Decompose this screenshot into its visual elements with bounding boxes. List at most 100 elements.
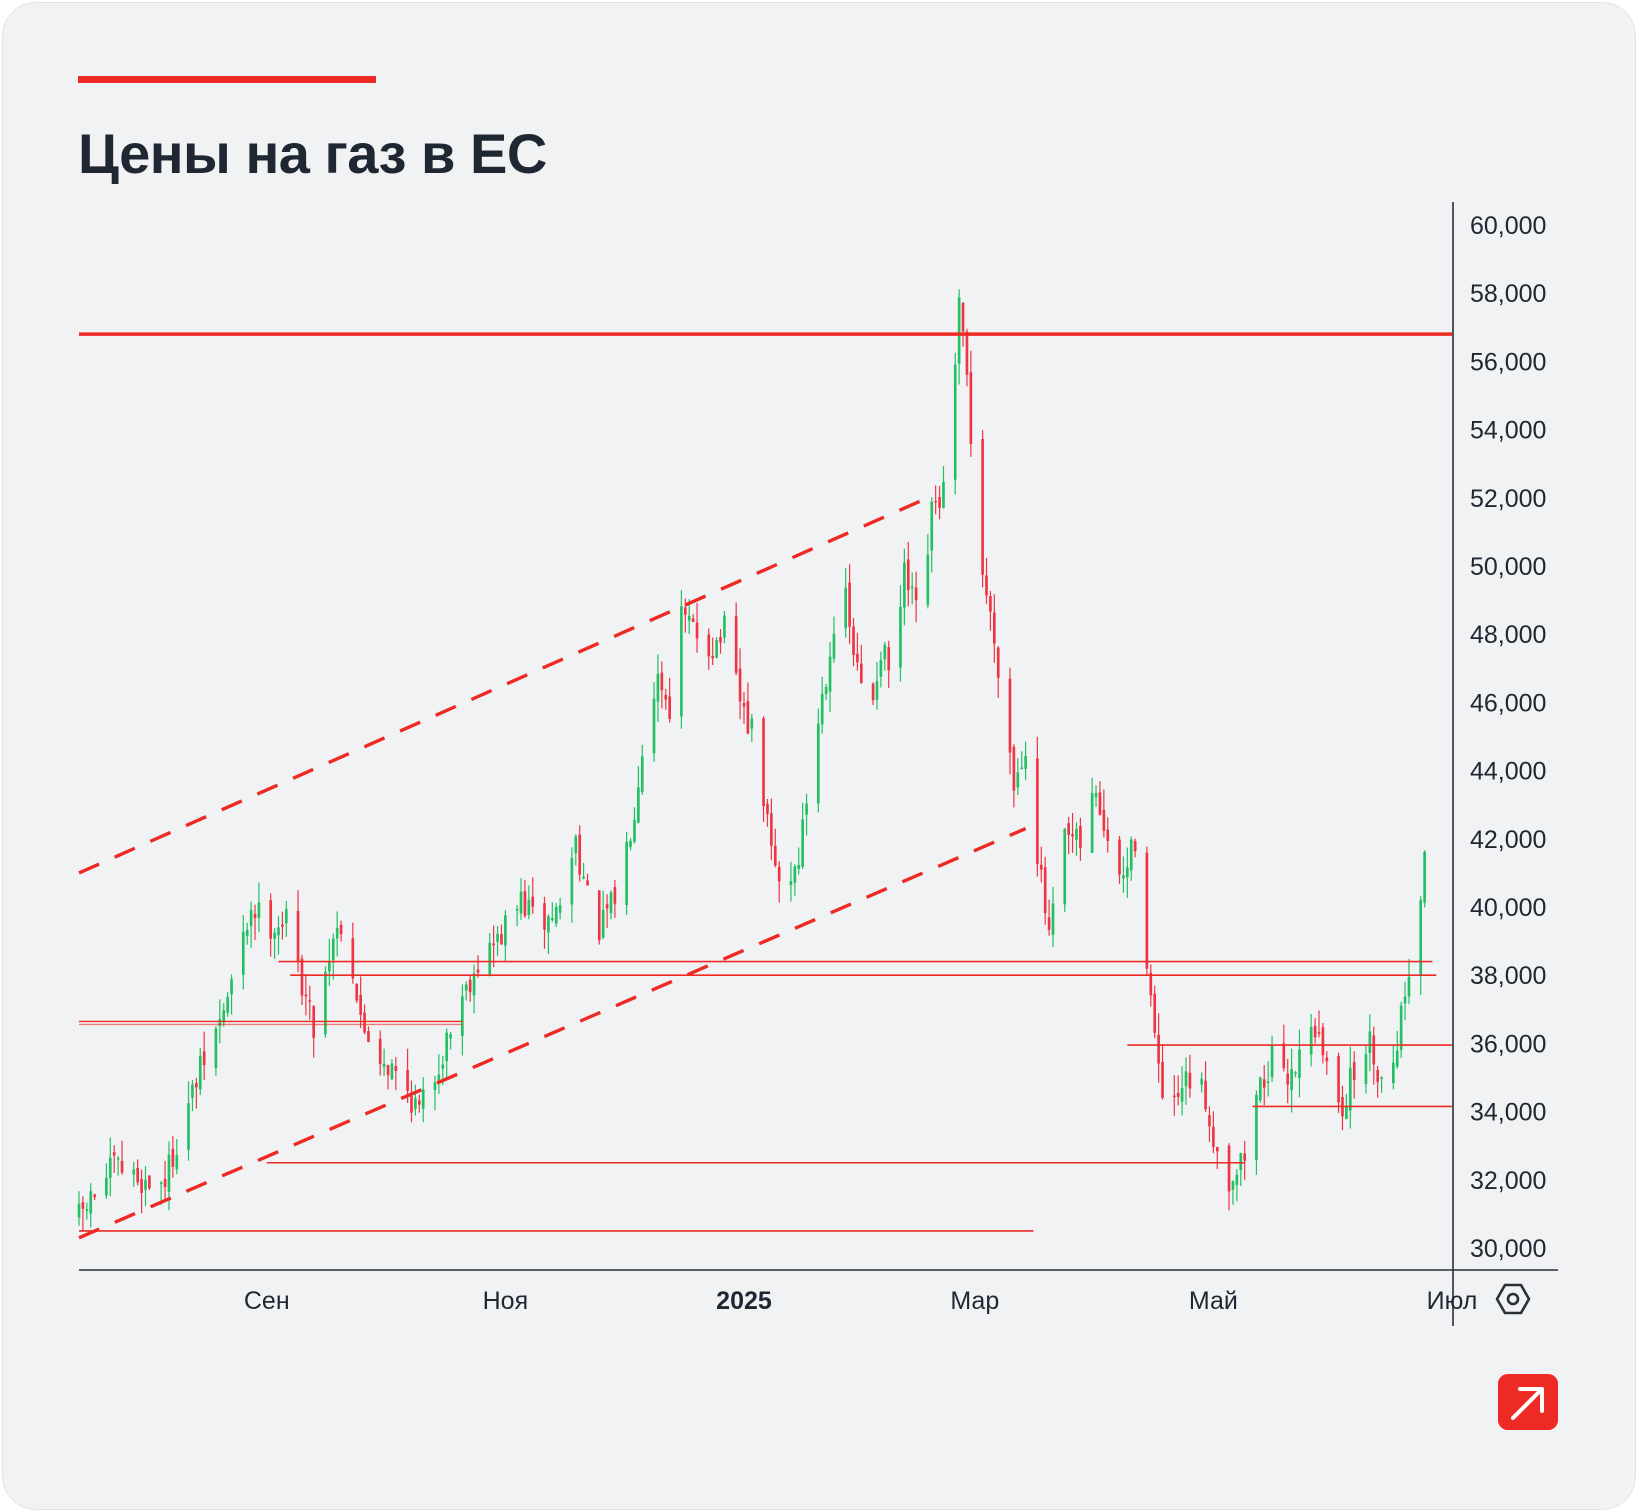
candle-body [195,1083,198,1088]
candle-body [640,756,644,792]
candle-body [461,996,464,1037]
candle-body [965,331,969,375]
candle-body [820,694,824,725]
candle-body [355,983,359,1001]
candle-body [476,969,480,973]
candle-body [961,303,965,332]
candle-body [1337,1055,1340,1103]
candle-body [449,1034,452,1039]
candle-body [445,1032,449,1062]
y-tick-label: 40,000 [1470,894,1546,922]
candle-body [257,902,261,918]
candle-body [175,1155,179,1170]
candle-body [637,787,640,823]
candle-body [324,972,327,1035]
candle-body [1153,993,1157,1033]
candle-body [85,1209,89,1211]
candle-body [582,876,585,879]
candle-body [574,836,578,853]
candle-body [382,1063,386,1067]
candle-body [993,612,996,644]
candle-body [1266,1081,1270,1083]
candle-body [1372,1035,1376,1065]
candle-body [1043,867,1047,914]
candle-body [938,496,941,508]
candle-body [363,1012,366,1033]
candle-body [1063,828,1067,905]
y-tick-label: 32,000 [1470,1167,1546,1195]
candle-body [1313,1025,1317,1038]
candle-body [230,979,233,995]
candle-body [1380,1077,1383,1079]
candle-body [116,1158,120,1160]
candle-body [550,918,554,921]
candle-body [633,819,636,842]
candle-body [656,673,660,702]
candle-body [519,891,523,914]
candle-body [527,899,531,916]
candle-body [136,1167,140,1183]
candle-body [1317,1032,1321,1034]
y-tick-label: 38,000 [1470,962,1546,990]
candle-body [249,910,253,926]
candle-body [198,1055,202,1090]
candle-body [750,718,754,729]
candle-body [1227,1145,1231,1192]
candle-body [601,909,605,938]
candle-body [167,1154,171,1192]
candle-body [378,1038,382,1065]
candle-body [597,890,601,941]
candle-body [805,803,808,815]
candle-body [1126,867,1129,878]
candle-body [1094,792,1098,798]
candle-body [1231,1181,1235,1190]
candle-body [226,996,229,1013]
candle-body [766,803,769,815]
candle-body [468,979,472,993]
candle-body [578,834,582,875]
settings-icon[interactable] [1494,1280,1532,1318]
candle-body [910,586,914,589]
candle-body [1016,772,1020,788]
y-tick-label: 34,000 [1470,1099,1546,1127]
candle-body [390,1063,394,1080]
candle-body [680,606,683,717]
candle-body [1255,1094,1258,1160]
candle-body [339,924,343,935]
candle-body [711,656,715,659]
candle-body [1047,917,1051,930]
candle-body [1184,1071,1188,1087]
candle-body [1407,976,1411,997]
candle-body [1325,1057,1329,1062]
candle-body [1208,1115,1211,1127]
candle-body [1298,1049,1301,1078]
candle-body [773,845,777,866]
candle-body [108,1157,112,1178]
candle-body [1368,1031,1372,1054]
candle-body [1348,1067,1352,1111]
candle-body [308,1000,312,1002]
x-tick-label: Ноя [483,1287,529,1315]
y-tick-label: 44,000 [1470,758,1546,786]
x-tick-label: 2025 [716,1287,772,1315]
candle-body [1067,823,1070,835]
candle-body [523,891,527,916]
candle-body [852,626,855,656]
candle-body [112,1152,116,1156]
candle-body [515,909,519,911]
candle-body [1235,1174,1239,1185]
candle-body [269,900,273,939]
candle-body [1403,996,1407,1004]
candle-body [1204,1080,1207,1110]
candles [77,289,1426,1231]
candle-body [300,958,304,996]
candle-body [417,1100,421,1105]
candle-body [738,668,742,702]
candle-body [500,934,503,945]
candle-body [1391,1062,1395,1083]
candle-body [1024,755,1027,769]
candle-body [695,622,699,639]
candle-body [660,672,664,691]
y-tick-label: 60,000 [1470,212,1546,240]
